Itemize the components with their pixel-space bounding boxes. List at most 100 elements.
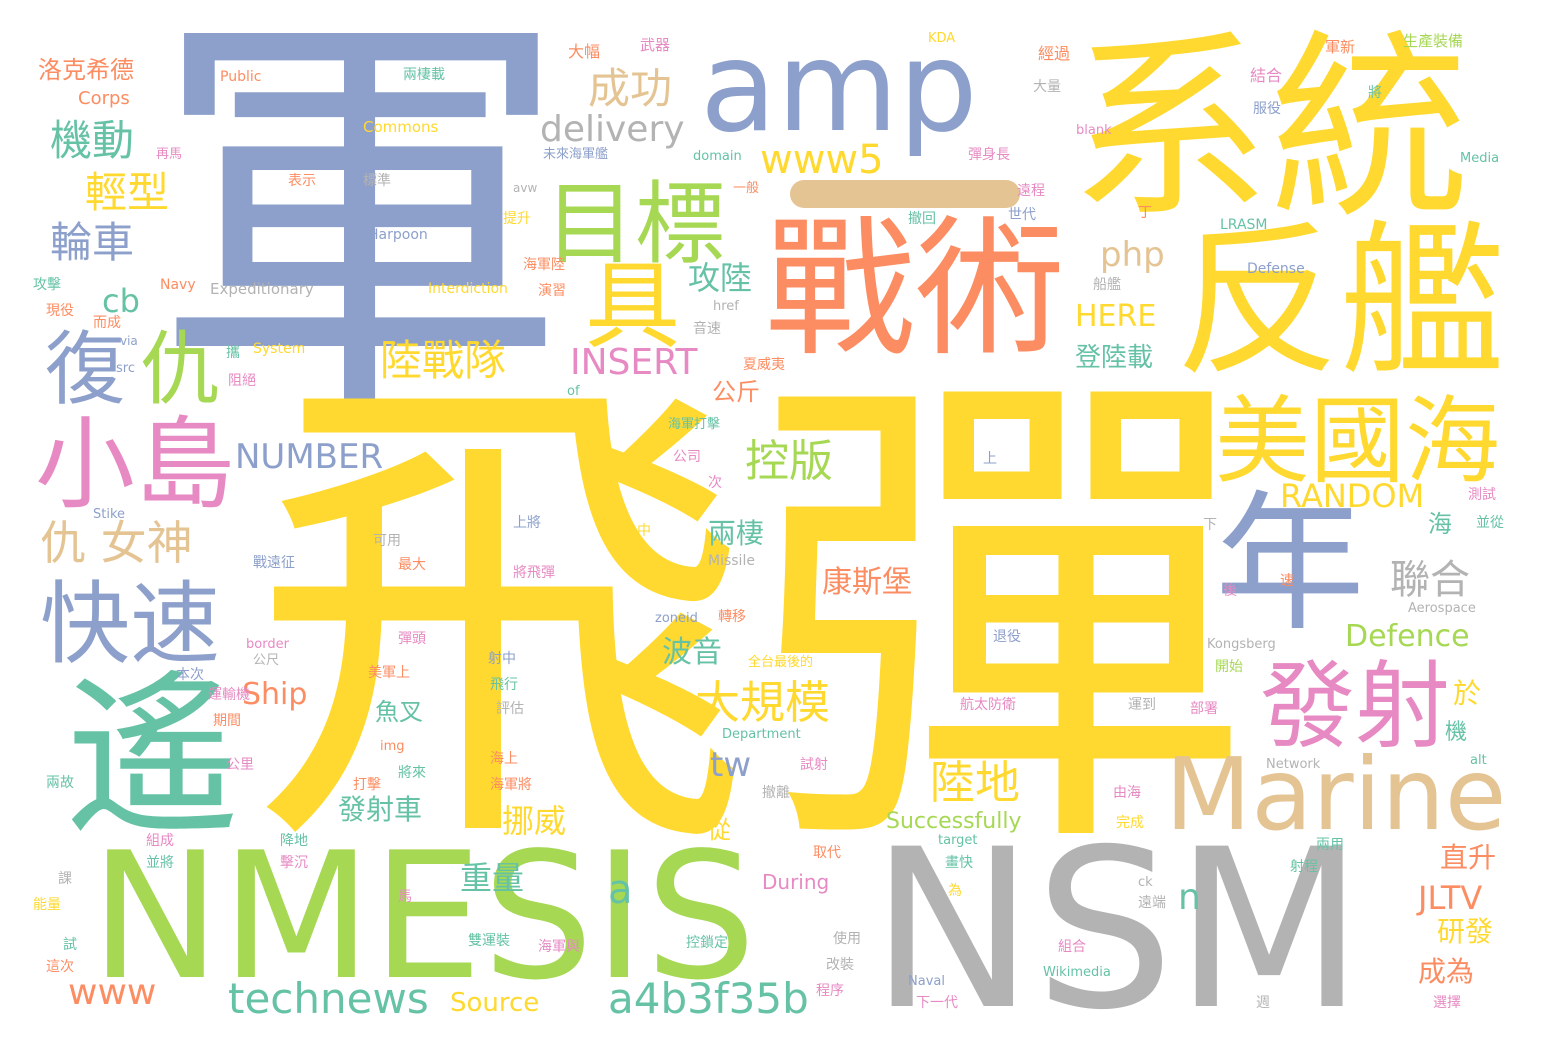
word: 兩棲	[708, 517, 765, 550]
word: alt	[1470, 753, 1487, 768]
word: 運到	[1128, 697, 1156, 713]
word: 試	[63, 937, 77, 953]
word: 速	[1280, 573, 1294, 589]
word: 課	[58, 871, 72, 887]
word: 登陸載	[1075, 343, 1154, 373]
word: 兩用	[1316, 837, 1344, 853]
word: Successfully	[886, 809, 1022, 834]
word: 音速	[693, 321, 721, 337]
word: 開始	[1215, 659, 1243, 675]
word: 阻絕	[228, 373, 256, 389]
word: ck	[1138, 875, 1153, 890]
word: 完成	[1116, 815, 1144, 831]
word: 射程	[1290, 859, 1318, 875]
word: 之中	[623, 523, 651, 539]
word: 下	[1203, 517, 1217, 533]
word: 程序	[816, 983, 844, 999]
word: 具	[585, 252, 681, 362]
word: 期間	[213, 713, 241, 729]
word: 海上	[490, 751, 518, 767]
word: 使用	[833, 931, 861, 947]
word: NUMBER	[235, 437, 384, 477]
word: Stike	[93, 507, 126, 522]
word: 小島	[35, 406, 235, 523]
word: avw	[513, 181, 538, 195]
word: 輕型	[85, 168, 170, 217]
word: KDA	[928, 31, 956, 46]
word: Public	[220, 69, 262, 85]
word: 彈身長	[968, 147, 1010, 163]
word: 公司	[673, 449, 701, 465]
word: 戰遠征	[253, 555, 295, 571]
word: Network	[1266, 757, 1321, 772]
word: 控鎖定	[686, 935, 728, 951]
word: 運輸機	[208, 687, 250, 703]
word: 陸地	[930, 756, 1021, 809]
word: 並將	[146, 855, 174, 871]
word: Interdiction	[428, 281, 508, 297]
word: 海	[1428, 510, 1452, 538]
word: 復	[45, 323, 125, 416]
word: 於	[1453, 677, 1482, 710]
word: 撤離	[762, 785, 790, 801]
word: php	[1100, 235, 1165, 275]
word: 機	[1445, 720, 1468, 745]
word: 發射復再	[236, 95, 292, 111]
word: 馬	[398, 889, 412, 905]
word: 公斤	[712, 378, 760, 406]
word: 海軍與	[538, 939, 580, 955]
word: 一般	[733, 181, 760, 196]
word: 控版	[745, 436, 833, 487]
word: 兩棲載	[403, 67, 445, 83]
word: 下一代	[916, 995, 958, 1011]
word: 飛彈	[250, 329, 1250, 911]
word: img	[380, 739, 405, 754]
word: RANDOM	[1280, 477, 1425, 515]
word: 聯合	[1390, 557, 1470, 603]
word: 目標	[545, 172, 725, 277]
word: Navy	[160, 277, 196, 293]
word: 軍新	[1325, 38, 1356, 56]
word: HERE	[1075, 299, 1157, 334]
word: 公里	[226, 757, 254, 773]
word: Defence	[1345, 619, 1470, 654]
word: 波音	[662, 635, 722, 670]
word: Corps	[78, 88, 130, 109]
word: 生產裝備	[1403, 32, 1464, 50]
word: 大幅	[568, 42, 601, 61]
word: 演習	[538, 283, 566, 299]
word: 為	[948, 883, 962, 899]
word: Harpoon	[368, 227, 428, 243]
word: 陸戰隊	[380, 336, 507, 385]
word: Marine	[1165, 736, 1507, 853]
word: Wikimedia	[1043, 965, 1111, 980]
word: 全台最後的	[748, 655, 814, 670]
word: 成功	[588, 64, 673, 113]
word: 標準	[363, 173, 391, 189]
word: 組成	[146, 833, 174, 849]
word: 公尺	[253, 653, 280, 668]
word: 直升	[1440, 841, 1497, 874]
word: 兩故	[46, 775, 74, 791]
word: cb	[102, 282, 140, 320]
word: NSM	[870, 802, 1365, 1052]
word: 戰術	[765, 203, 1066, 377]
word: amp	[700, 15, 978, 160]
word: Aerospace	[1408, 601, 1476, 616]
word: 部署	[1190, 701, 1218, 717]
word: 夏威夷	[743, 357, 785, 373]
word: Expeditionary	[210, 280, 314, 298]
word: 而成	[93, 315, 121, 331]
word: 經過	[1038, 44, 1071, 63]
word: 大量	[1033, 79, 1061, 95]
word: Source	[450, 988, 540, 1018]
word: Naval	[908, 974, 945, 989]
word: 可用	[373, 533, 401, 549]
word: blank	[1076, 123, 1112, 138]
word: tw	[710, 745, 752, 785]
word: 成為	[1418, 955, 1475, 988]
word: Defense	[1247, 261, 1305, 277]
word: 由海	[1113, 785, 1141, 801]
word: JLTV	[1418, 879, 1483, 917]
word: 射中	[488, 651, 516, 667]
